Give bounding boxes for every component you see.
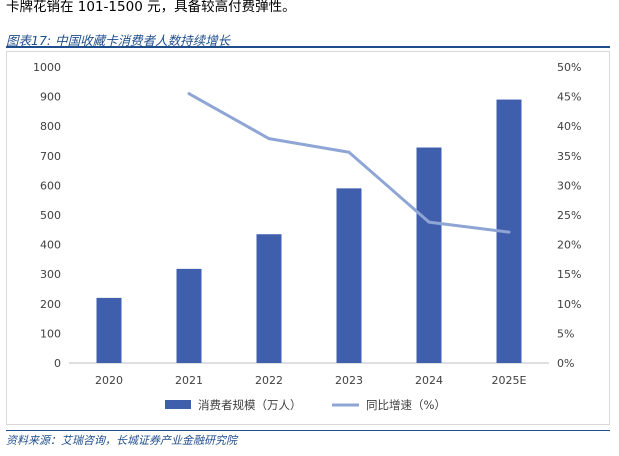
bar [416,147,442,363]
y-left-tick-label: 200 [40,298,61,311]
y-left-tick-label: 800 [40,120,61,133]
y-right-tick-label: 25% [557,209,581,222]
y-right-tick-label: 10% [557,298,581,311]
figure-caption: 图表17: 中国收藏卡消费者人数持续增长 [6,33,231,48]
y-left-tick-label: 500 [40,209,61,222]
y-left-tick-label: 1000 [33,61,61,74]
line-point [427,220,431,224]
y-right-tick-label: 5% [557,327,574,340]
line-point [267,137,271,141]
x-tick-label: 2020 [95,374,123,387]
x-tick-label: 2024 [415,374,443,387]
intro-text: 卡牌花销在 101-1500 元，具备较高付费弹性。 [6,0,296,15]
y-left-tick-label: 700 [40,150,61,163]
x-tick-label: 2023 [335,374,363,387]
y-left-tick-label: 900 [40,91,61,104]
line-point [347,150,351,154]
y-right-tick-label: 45% [557,91,581,104]
y-right-tick-label: 30% [557,179,581,192]
bar [336,188,362,363]
y-left-tick-label: 100 [40,327,61,340]
chart-svg: 0 100 200 300 400 500 600 700 800 900 1000 0% 5% 10% 1… [33,61,581,412]
chart-frame: 0 100 200 300 400 500 600 700 800 900 1000 0% 5% 10% 1… [6,51,610,425]
y-left-tick-label: 400 [40,239,61,252]
source-rule [6,430,610,431]
y-right-tick-label: 20% [557,239,581,252]
bar [256,234,282,363]
line-point [187,92,191,96]
y-right-tick-label: 50% [557,61,581,74]
y-right-tick-label: 0% [557,357,574,370]
source-note: 资料来源：艾瑞咨询，长城证券产业金融研究院 [6,434,237,447]
y-right-tick-label: 40% [557,120,581,133]
legend-swatch-bar [165,400,191,409]
y-right-tick-label: 35% [557,150,581,163]
y-left-tick-label: 600 [40,179,61,192]
x-tick-label: 2022 [255,374,283,387]
y-left-tick-label: 300 [40,268,61,281]
caption-rule [6,46,610,48]
legend-label-bar: 消费者规模（万人） [198,398,302,412]
bar [176,268,202,363]
y-right-tick-label: 15% [557,268,581,281]
legend-label-line: 同比增速（%） [366,398,446,412]
x-tick-label: 2021 [175,374,203,387]
line-point [507,230,511,234]
bar [96,297,122,363]
y-left-tick-label: 0 [54,357,61,370]
x-tick-label: 2025E [492,374,527,387]
